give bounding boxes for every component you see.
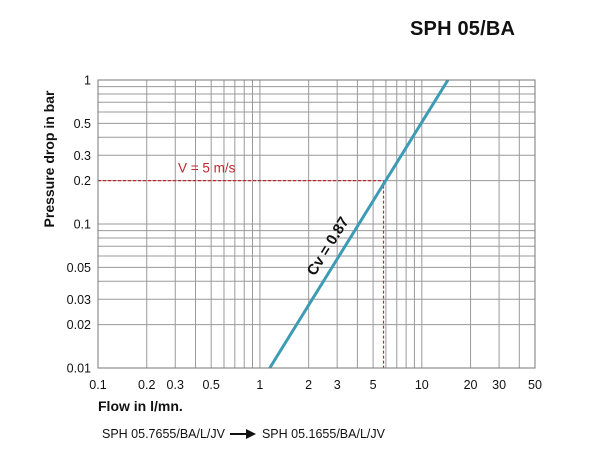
x-tick-label: 1 xyxy=(256,378,263,392)
arrow-right-icon xyxy=(230,428,257,442)
labels: Flow in l/mn. Pressure drop in bar xyxy=(41,90,183,414)
y-tick-label: 0.1 xyxy=(74,218,91,232)
x-tick-label: 30 xyxy=(492,378,506,392)
plot-frame xyxy=(97,79,536,369)
x-tick-label: 20 xyxy=(464,378,478,392)
old-model-label: SPH 05.7655/BA/L/JV xyxy=(102,427,225,441)
new-model-label: SPH 05.1655/BA/L/JV xyxy=(261,427,385,441)
reference-label: V = 5 m/s xyxy=(178,161,236,176)
y-tick-label: 0.5 xyxy=(74,117,91,131)
x-tick-label: 50 xyxy=(528,378,542,392)
y-axis-label: Pressure drop in bar xyxy=(41,90,57,227)
x-tick-label: 3 xyxy=(334,378,341,392)
x-tick-label: 0.1 xyxy=(89,378,106,392)
y-tick-label: 0.03 xyxy=(67,293,91,307)
x-tick-label: 0.5 xyxy=(202,378,219,392)
series-line xyxy=(268,79,450,369)
model-replacement-note: SPH 05.7655/BA/L/JV SPH 05.1655/BA/L/JV xyxy=(102,427,385,442)
y-tick-label: 1 xyxy=(84,74,91,88)
y-tick-label: 0.01 xyxy=(67,362,91,376)
y-tick-label: 0.05 xyxy=(67,261,91,275)
tick-labels: 0.1 0.2 0.3 0.5 1 2 3 5 10 20 30 50 0.01 0.02 0.03 0.05… xyxy=(67,74,542,393)
grid xyxy=(97,79,536,369)
model-title: SPH 05/BA xyxy=(410,18,516,40)
y-tick-label: 0.3 xyxy=(74,149,91,163)
x-tick-label: 5 xyxy=(370,378,377,392)
x-tick-label: 2 xyxy=(305,378,312,392)
x-tick-label: 10 xyxy=(415,378,429,392)
y-tick-label: 0.02 xyxy=(67,318,91,332)
x-axis-label: Flow in l/mn. xyxy=(98,398,183,414)
y-tick-label: 0.2 xyxy=(74,174,91,188)
x-tick-label: 0.3 xyxy=(167,378,184,392)
reference-lines: V = 5 m/s xyxy=(98,161,385,368)
x-tick-label: 0.2 xyxy=(138,378,155,392)
